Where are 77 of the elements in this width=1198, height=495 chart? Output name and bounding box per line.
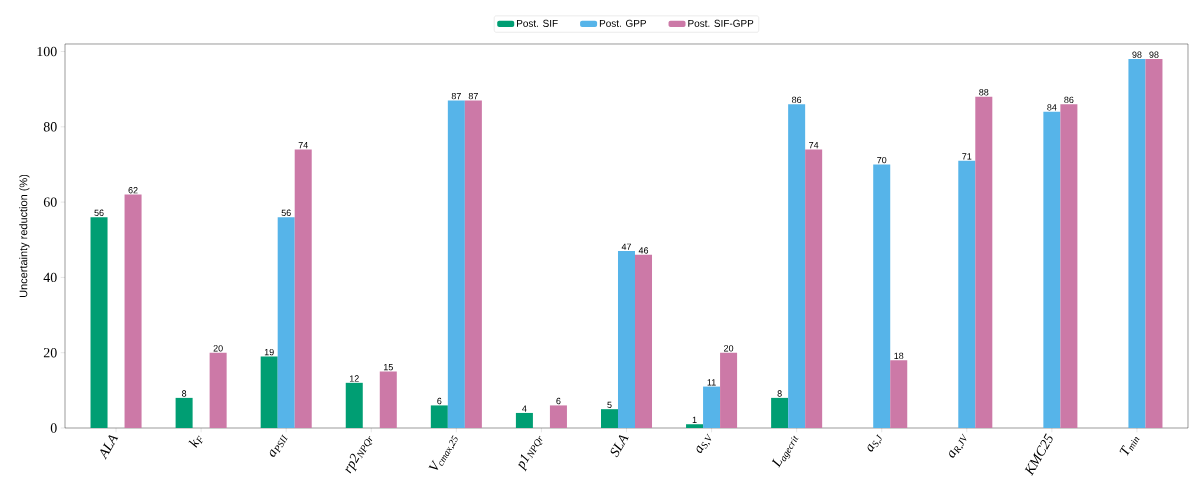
data-label: 19 [264, 348, 274, 356]
bar [1128, 59, 1146, 428]
bar [805, 149, 823, 428]
y-tick-label: 60 [43, 197, 57, 207]
data-label: 5 [607, 401, 612, 408]
data-label: 8 [777, 390, 782, 397]
bar [549, 405, 567, 428]
bar [1145, 59, 1163, 428]
bar [515, 412, 533, 428]
y-tick-label: 40 [43, 272, 57, 283]
bar [958, 160, 976, 428]
data-label: 56 [281, 209, 291, 216]
data-label: 87 [451, 92, 461, 100]
data-label: 87 [468, 92, 478, 100]
data-label: 98 [1132, 51, 1142, 58]
bar [617, 251, 635, 428]
bar [975, 96, 993, 428]
bar [124, 194, 142, 428]
bar [600, 409, 618, 428]
y-tick-label: 80 [43, 122, 57, 132]
bar [890, 360, 908, 428]
data-label: 86 [792, 96, 802, 104]
x-tick-label: a$_{S,J}$ [867, 434, 882, 452]
x-tick-label: a$_{S,V}$ [696, 433, 712, 453]
bar [175, 397, 193, 428]
data-label: 98 [1149, 51, 1159, 58]
data-label: 47 [621, 243, 632, 250]
data-label: 88 [979, 89, 989, 96]
data-label: 56 [94, 209, 104, 216]
data-label: 46 [638, 247, 649, 254]
legend-label: Post. SIF [517, 19, 558, 27]
bar [771, 397, 789, 428]
y-tick-label: 0 [50, 423, 57, 433]
bar [686, 424, 704, 428]
data-label: 8 [182, 390, 187, 397]
y-tick-label: 20 [43, 347, 57, 358]
bar [430, 405, 448, 428]
data-label: 71 [962, 153, 972, 160]
bar [635, 254, 653, 428]
data-label: 15 [383, 364, 393, 371]
bar [788, 104, 806, 428]
bar [90, 217, 108, 428]
data-label: 62 [128, 187, 138, 194]
data-label: 74 [809, 142, 819, 149]
x-tick-label: SLA [610, 435, 629, 458]
data-label: 20 [724, 345, 734, 352]
bar [294, 149, 312, 428]
legend-label: Post. SIF-GPP [688, 19, 754, 27]
data-label: 4 [522, 405, 527, 412]
data-label: 12 [349, 375, 359, 382]
data-label: 18 [894, 352, 904, 360]
data-label: 86 [1064, 96, 1074, 104]
data-label: 11 [707, 379, 716, 386]
bar [379, 371, 397, 428]
bar [873, 164, 891, 428]
x-tick-label: k$_{F}$ [188, 435, 203, 448]
bar [277, 217, 295, 428]
data-label: 6 [556, 397, 561, 405]
bar [345, 382, 363, 428]
data-label: 6 [437, 397, 442, 405]
data-label: 20 [213, 345, 223, 352]
y-axis-title: Uncertainty reduction (%) [19, 174, 30, 297]
bar [464, 100, 482, 428]
x-tick-label: T$_{min}$ [1119, 437, 1140, 456]
bar [703, 386, 721, 428]
data-label: 84 [1047, 104, 1057, 111]
legend-label: Post. GPP [599, 19, 647, 27]
y-tick-label: 100 [37, 46, 57, 57]
bar [720, 352, 738, 428]
bar [1043, 111, 1061, 428]
data-label: 74 [298, 142, 308, 149]
data-label: 1 [692, 416, 697, 424]
bar [1060, 104, 1078, 428]
data-label: 70 [877, 156, 887, 164]
bar [209, 352, 227, 428]
bar [260, 356, 278, 428]
bar [447, 100, 465, 428]
